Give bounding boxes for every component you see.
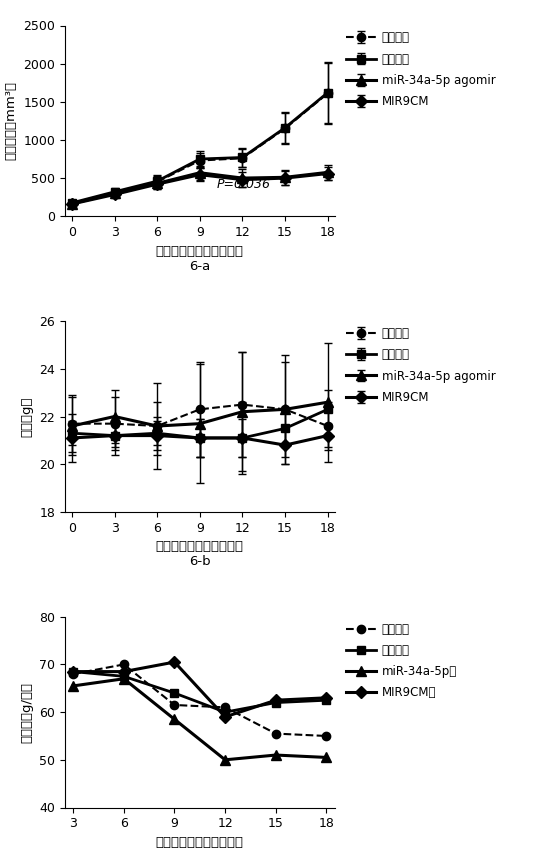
Legend: 空白对照, 阴性对照, miR-34a-5p agomir, MIR9CM: 空白对照, 阴性对照, miR-34a-5p agomir, MIR9CM xyxy=(346,31,495,108)
Text: P=0.036: P=0.036 xyxy=(217,178,271,191)
空白对照 xyxy=(171,700,178,710)
空白对照 xyxy=(70,669,77,679)
MIR9CM组 xyxy=(273,695,279,706)
空白对照 xyxy=(323,731,329,741)
Line: miR-34a-5p组: miR-34a-5p组 xyxy=(69,674,331,765)
Line: MIR9CM组: MIR9CM组 xyxy=(69,658,330,721)
阴性对照 xyxy=(70,666,77,677)
Line: 空白对照: 空白对照 xyxy=(69,660,330,740)
miR-34a-5p组 xyxy=(222,755,228,765)
X-axis label: 第一次给药后天数（天）
6-c: 第一次给药后天数（天） 6-c xyxy=(156,836,244,850)
MIR9CM组 xyxy=(222,711,228,722)
X-axis label: 第一次给药后天数（天）
6-b: 第一次给药后天数（天） 6-b xyxy=(156,540,244,568)
miR-34a-5p组 xyxy=(120,674,127,684)
Y-axis label: 摄食量（g/天）: 摄食量（g/天） xyxy=(21,682,33,743)
X-axis label: 第一次给药后天数（天）
6-a: 第一次给药后天数（天） 6-a xyxy=(156,245,244,273)
miR-34a-5p组 xyxy=(273,750,279,760)
Y-axis label: 肜瘾体积（mm³）: 肜瘾体积（mm³） xyxy=(5,82,18,161)
阴性对照 xyxy=(273,698,279,708)
miR-34a-5p组 xyxy=(70,681,77,691)
阴性对照 xyxy=(120,672,127,682)
miR-34a-5p组 xyxy=(171,714,178,724)
阴性对照 xyxy=(171,688,178,698)
MIR9CM组 xyxy=(323,693,329,703)
MIR9CM组 xyxy=(70,666,77,677)
Line: 阴性对照: 阴性对照 xyxy=(69,667,330,717)
MIR9CM组 xyxy=(120,666,127,677)
MIR9CM组 xyxy=(171,657,178,667)
空白对照 xyxy=(222,702,228,712)
miR-34a-5p组 xyxy=(323,752,329,762)
空白对照 xyxy=(273,728,279,739)
阴性对照 xyxy=(222,707,228,717)
Y-axis label: 体重（g）: 体重（g） xyxy=(21,396,33,437)
Legend: 空白对照, 阴性对照, miR-34a-5p组, MIR9CM组: 空白对照, 阴性对照, miR-34a-5p组, MIR9CM组 xyxy=(346,623,457,700)
空白对照 xyxy=(120,660,127,670)
阴性对照 xyxy=(323,695,329,706)
Legend: 空白对照, 阴性对照, miR-34a-5p agomir, MIR9CM: 空白对照, 阴性对照, miR-34a-5p agomir, MIR9CM xyxy=(346,327,495,404)
